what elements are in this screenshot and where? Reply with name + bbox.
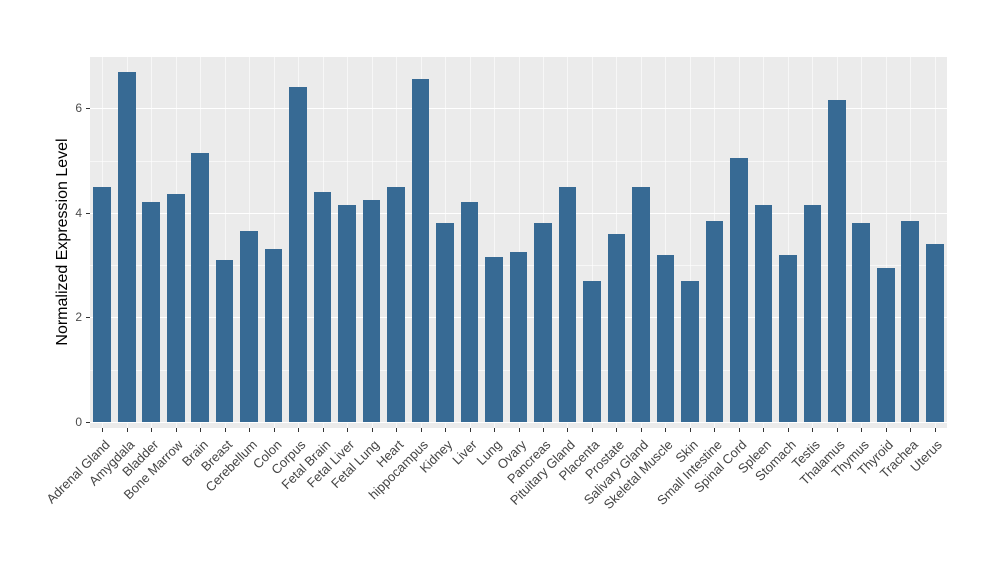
y-tick-label: 6	[75, 101, 82, 116]
bar-pituitary-gland	[558, 186, 577, 422]
x-tick-mark	[787, 428, 789, 432]
x-tick-mark	[494, 428, 495, 432]
x-tick-mark	[885, 428, 887, 432]
x-tick-mark	[542, 428, 544, 432]
bar-skin	[681, 280, 699, 422]
x-tick-mark	[518, 428, 520, 432]
y-tick-label: 2	[75, 310, 82, 325]
x-tick-mark	[126, 428, 128, 432]
gridline-vertical	[494, 57, 495, 428]
x-tick-mark	[665, 428, 667, 432]
bar-uterus	[925, 244, 944, 422]
x-tick-mark	[298, 428, 300, 432]
y-tick-mark	[86, 317, 90, 319]
x-tick-label-liver: Liver	[449, 437, 481, 468]
gridline-vertical	[885, 57, 887, 428]
x-tick-mark	[640, 428, 642, 432]
bar-stomach	[779, 254, 797, 422]
bar-fetal-liver	[338, 204, 356, 422]
bar-adrenal-gland	[93, 186, 112, 422]
bar-kidney	[436, 223, 454, 422]
bar-ovary	[509, 252, 528, 422]
y-tick-mark	[86, 212, 90, 214]
gridline-vertical	[787, 57, 789, 428]
bar-hippocampus	[411, 79, 430, 422]
x-tick-mark	[151, 428, 153, 432]
gridline-minor	[90, 160, 947, 162]
x-tick-mark	[249, 428, 251, 432]
bar-cerebellum	[240, 231, 258, 422]
bar-fetal-brain	[313, 191, 332, 422]
x-tick-mark	[616, 428, 618, 432]
gridline-vertical	[934, 57, 936, 428]
bar-bone-marrow	[166, 194, 185, 422]
bar-spleen	[754, 204, 773, 422]
bar-heart	[387, 186, 405, 422]
x-tick-mark	[273, 428, 275, 432]
bar-liver	[460, 202, 479, 422]
x-tick-mark	[469, 428, 471, 432]
gridline-major	[90, 108, 947, 110]
x-tick-mark	[689, 428, 691, 432]
bar-lung	[485, 257, 503, 422]
x-tick-mark	[420, 428, 422, 432]
x-tick-mark	[396, 428, 398, 432]
bar-thymus	[852, 223, 871, 422]
x-tick-mark	[738, 428, 740, 432]
x-tick-mark	[175, 428, 177, 432]
bar-placenta	[583, 280, 601, 422]
gridline-vertical	[591, 57, 593, 428]
bar-corpus	[289, 87, 307, 422]
x-tick-mark	[861, 428, 863, 432]
x-tick-mark	[445, 428, 447, 432]
gridline-vertical	[224, 57, 226, 428]
x-tick-mark	[714, 428, 716, 432]
y-tick-label: 0	[75, 415, 82, 429]
x-tick-mark	[763, 428, 765, 432]
bar-brain	[191, 152, 209, 422]
x-tick-mark	[567, 428, 569, 432]
gridline-vertical	[273, 57, 275, 428]
bar-bladder	[142, 202, 161, 422]
x-tick-mark	[200, 428, 202, 432]
x-tick-mark	[836, 428, 838, 432]
bar-spinal-cord	[730, 157, 748, 422]
x-tick-mark	[591, 428, 593, 432]
bar-thyroid	[876, 267, 895, 422]
gridline-vertical	[518, 57, 520, 428]
y-tick-label: 4	[75, 205, 82, 220]
gridline-major	[90, 422, 947, 423]
x-tick-mark	[934, 428, 936, 432]
bar-trachea	[901, 220, 920, 422]
bar-prostate	[607, 233, 626, 422]
plot-panel	[90, 57, 947, 428]
x-tick-mark	[910, 428, 912, 432]
x-tick-mark	[371, 428, 373, 432]
x-tick-mark	[812, 428, 814, 432]
x-tick-mark	[322, 428, 324, 432]
bar-fetal-lung	[362, 199, 381, 422]
bar-thalamus	[827, 100, 846, 422]
gridline-major	[90, 212, 947, 214]
bar-salivary-gland	[632, 186, 650, 422]
x-tick-mark	[102, 428, 104, 432]
y-tick-mark	[86, 108, 90, 110]
x-tick-mark	[347, 428, 349, 432]
gridline-vertical	[665, 57, 667, 428]
bar-skeletal-muscle	[656, 254, 675, 422]
bar-amygdala	[117, 71, 136, 422]
bar-breast	[215, 259, 234, 422]
bar-pancreas	[534, 223, 552, 422]
bar-small-intestine	[705, 220, 724, 422]
x-tick-mark	[224, 428, 226, 432]
y-tick-mark	[86, 422, 90, 423]
bar-colon	[264, 249, 283, 422]
bar-testis	[803, 204, 822, 422]
gridline-vertical	[689, 57, 691, 428]
